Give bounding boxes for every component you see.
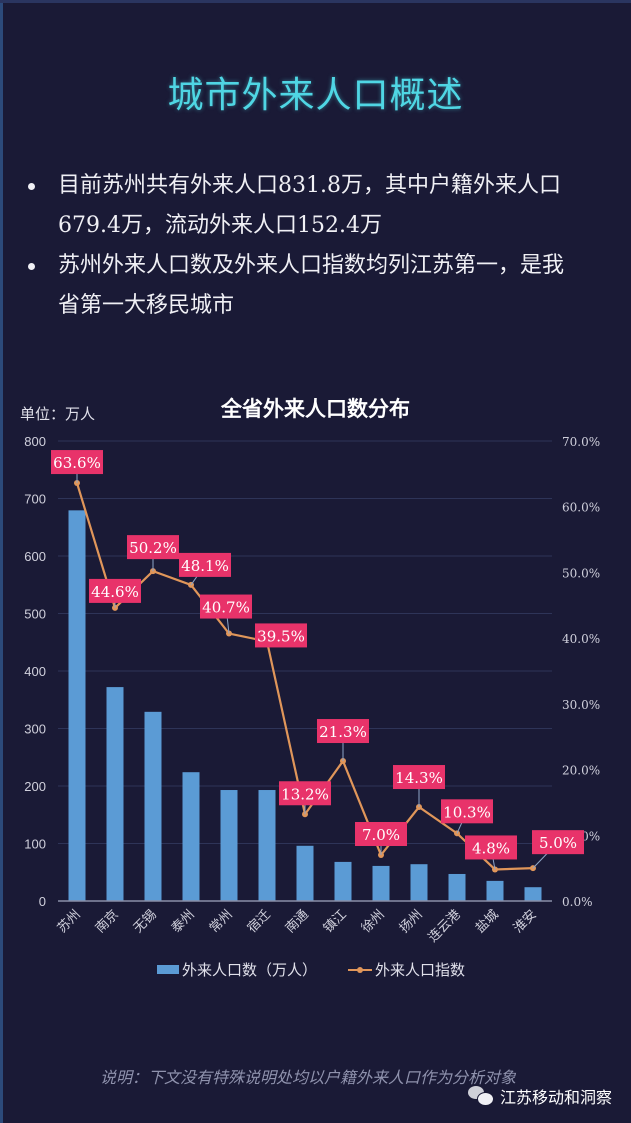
y2-axis-tick: 20.0% [562, 764, 600, 778]
data-label: 40.7% [202, 599, 250, 617]
bullet-2-line-1: 苏州外来人口数及外来人口指数均列江苏第一，是我 [58, 253, 565, 278]
brand-name: 江苏移动和洞察 [500, 1088, 613, 1107]
top-frame-border [0, 0, 631, 3]
x-axis-category: 淮安 [511, 907, 540, 936]
x-axis-category: 扬州 [397, 907, 426, 936]
bar-镇江 [334, 861, 352, 901]
data-label: 7.0% [362, 826, 400, 844]
bar-宿迁 [258, 790, 276, 901]
data-label-box [179, 552, 231, 577]
y2-axis-tick: 0.0% [562, 895, 593, 909]
y-axis-tick: 0 [39, 894, 46, 909]
x-axis-category: 镇江 [321, 907, 350, 936]
bar-连云港 [448, 873, 466, 901]
wechat-icon [468, 1086, 494, 1106]
data-label: 21.3% [319, 723, 367, 741]
data-label-box [89, 578, 141, 603]
bar-泰州 [182, 772, 200, 901]
unit-label: 单位：万人 [20, 405, 96, 423]
data-label-box [355, 822, 407, 846]
y-axis-tick: 500 [24, 607, 46, 622]
data-label: 4.8% [472, 839, 510, 857]
y-axis-tick: 400 [24, 664, 46, 679]
summary-bullets: 目前苏州共有外来人口831.8万，其中户籍外来人口 679.4万，流动外来人口1… [22, 166, 612, 326]
bar-无锡 [144, 711, 162, 901]
bar-盐城 [486, 880, 504, 901]
x-axis-category: 南通 [282, 907, 312, 937]
data-label-box [255, 623, 307, 648]
legend-bar-label: 外来人口数（万人） [182, 961, 317, 979]
x-axis-category: 泰州 [169, 907, 198, 936]
data-label-box [532, 830, 584, 855]
data-label: 39.5% [257, 627, 305, 645]
y2-axis-tick: 60.0% [562, 501, 600, 515]
data-label-box [393, 765, 445, 790]
bullet-1-line-2: 679.4万，流动外来人口152.4万 [58, 213, 382, 238]
data-label: 44.6% [91, 583, 139, 601]
bar-徐州 [372, 865, 390, 901]
data-label-box [317, 719, 369, 744]
legend-bar-swatch [157, 965, 179, 974]
bar-南京 [106, 687, 124, 901]
data-label-box [200, 594, 252, 619]
x-axis-category: 南京 [92, 907, 122, 937]
y-axis-tick: 700 [24, 492, 46, 507]
x-axis-category: 连云港 [425, 907, 464, 946]
bullet-2-line-2: 省第一大移民城市 [58, 293, 235, 318]
brand-watermark: 江苏移动和洞察 [468, 1084, 612, 1108]
x-axis-category: 盐城 [473, 907, 502, 936]
data-label: 14.3% [395, 769, 443, 787]
chart-title: 全省外来人口数分布 [221, 396, 410, 421]
data-label: 63.6% [53, 454, 101, 472]
data-label: 5.0% [539, 834, 577, 852]
data-label-box [127, 535, 179, 560]
x-axis-category: 徐州 [359, 907, 388, 936]
legend-line-marker [357, 967, 363, 973]
data-label: 48.1% [181, 557, 229, 575]
bullet-item-1: 目前苏州共有外来人口831.8万，其中户籍外来人口 679.4万，流动外来人口1… [22, 166, 612, 246]
y-axis-tick: 800 [24, 434, 46, 449]
y2-axis-tick: 40.0% [562, 632, 600, 646]
bar-常州 [220, 790, 238, 901]
bar-扬州 [410, 864, 428, 901]
data-label: 10.3% [443, 803, 491, 821]
bullet-item-2: 苏州外来人口数及外来人口指数均列江苏第一，是我 省第一大移民城市 [22, 246, 612, 326]
data-label-box [51, 450, 103, 475]
bullet-1-line-1: 目前苏州共有外来人口831.8万，其中户籍外来人口 [58, 173, 561, 198]
y-axis-tick: 100 [24, 837, 46, 852]
page-title: 城市外来人口概述 [167, 75, 464, 116]
y2-axis-tick: 50.0% [562, 566, 600, 580]
y-axis-tick: 300 [24, 722, 46, 737]
x-axis-category: 无锡 [131, 907, 160, 936]
y2-axis-tick: 30.0% [562, 698, 600, 712]
data-label: 50.2% [129, 539, 177, 557]
x-axis-category: 宿迁 [244, 907, 274, 937]
data-label-box [441, 799, 493, 824]
x-axis-category: 常州 [207, 907, 236, 936]
bar-淮安 [524, 887, 542, 901]
legend-line-label: 外来人口指数 [375, 961, 465, 979]
data-label: 13.2% [281, 785, 329, 803]
footnote: 说明：下文没有特殊说明处均以户籍外来人口作为分析对象 [100, 1068, 517, 1087]
bar-苏州 [68, 510, 86, 901]
x-axis-category: 苏州 [54, 907, 84, 937]
y-axis-tick: 200 [24, 779, 46, 794]
data-label-box [465, 835, 517, 860]
bar-南通 [296, 845, 314, 901]
left-frame-border [0, 0, 3, 1123]
data-label-box [279, 781, 331, 806]
y-axis-tick: 600 [24, 549, 46, 564]
y2-axis-tick: 70.0% [562, 435, 600, 449]
